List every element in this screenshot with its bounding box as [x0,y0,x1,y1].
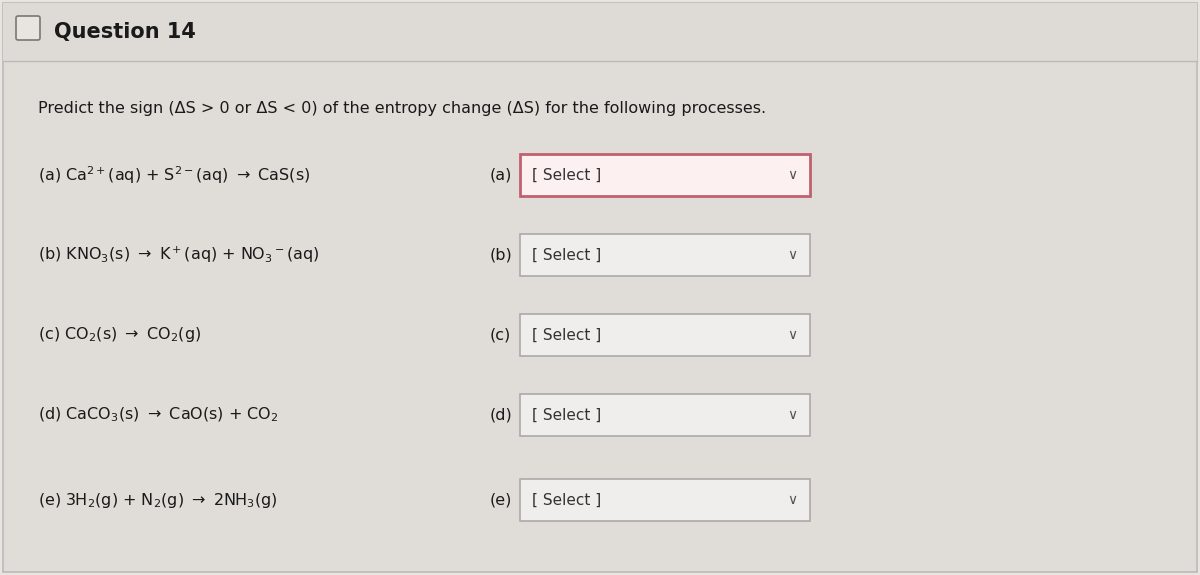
Text: ∨: ∨ [787,328,797,342]
Text: [ Select ]: [ Select ] [532,493,601,508]
Text: [ Select ]: [ Select ] [532,167,601,182]
Bar [520,234,810,276]
Text: ∨: ∨ [787,168,797,182]
Text: ∨: ∨ [787,493,797,507]
Text: (b): (b) [490,247,512,263]
Text: Predict the sign (ΔS > 0 or ΔS < 0) of the entropy change (ΔS) for the following: Predict the sign (ΔS > 0 or ΔS < 0) of t… [38,101,766,116]
Text: [ Select ]: [ Select ] [532,247,601,263]
Text: (e): (e) [490,493,512,508]
Text: (b) KNO$_3$(s) $\rightarrow$ K$^+$(aq) + NO$_3$$^-$(aq): (b) KNO$_3$(s) $\rightarrow$ K$^+$(aq) +… [38,245,319,265]
Text: (a) Ca$^{2+}$(aq) + S$^{2-}$(aq) $\rightarrow$ CaS(s): (a) Ca$^{2+}$(aq) + S$^{2-}$(aq) $\right… [38,164,311,186]
Text: [ Select ]: [ Select ] [532,408,601,423]
Text: (c): (c) [490,328,511,343]
Text: ∨: ∨ [787,248,797,262]
Text: (e) 3H$_2$(g) + N$_2$(g) $\rightarrow$ 2NH$_3$(g): (e) 3H$_2$(g) + N$_2$(g) $\rightarrow$ 2… [38,490,277,509]
Text: (a): (a) [490,167,512,182]
Bar [520,394,810,436]
FancyBboxPatch shape [16,16,40,40]
Text: Question 14: Question 14 [54,22,196,42]
Text: ∨: ∨ [787,408,797,422]
Bar [520,314,810,356]
Bar [520,479,810,521]
Bar [2,3,1198,61]
Text: (d): (d) [490,408,512,423]
Text: [ Select ]: [ Select ] [532,328,601,343]
Text: (c) CO$_2$(s) $\rightarrow$ CO$_2$(g): (c) CO$_2$(s) $\rightarrow$ CO$_2$(g) [38,325,202,344]
Text: (d) CaCO$_3$(s) $\rightarrow$ CaO(s) + CO$_2$: (d) CaCO$_3$(s) $\rightarrow$ CaO(s) + C… [38,406,278,424]
Bar [520,154,810,196]
